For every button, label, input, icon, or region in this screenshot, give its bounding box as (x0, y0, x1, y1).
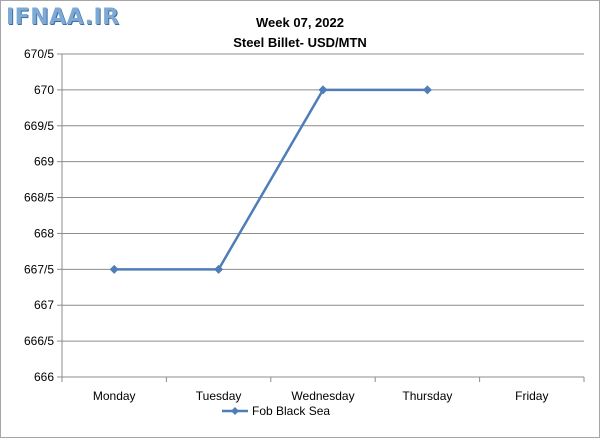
watermark-logo: IFNAA.IR (6, 5, 120, 30)
y-axis-tick-labels: 666 666/5 667 667/5 668 668/5 669 669/5 670 670/5 (24, 47, 54, 384)
data-point-marker (109, 264, 119, 274)
x-axis-tick-labels: Monday Tuesday Wednesday Thursday Friday (93, 389, 549, 403)
series-layer (109, 85, 432, 274)
y-tick-label: 669 (34, 155, 54, 169)
axes (57, 53, 585, 382)
y-tick-label: 668 (34, 226, 54, 240)
y-tick-label: 670/5 (24, 47, 54, 61)
data-point-marker (318, 85, 328, 95)
data-point-marker (422, 85, 432, 95)
y-tick-label: 668/5 (24, 191, 54, 205)
y-tick-label: 667 (34, 298, 54, 312)
x-tick-label: Thursday (402, 389, 452, 403)
legend-marker (231, 407, 239, 415)
x-tick-label: Friday (515, 389, 548, 403)
legend: Fob Black Sea (222, 404, 330, 418)
x-tick-label: Wednesday (291, 389, 354, 403)
x-tick-label: Monday (93, 389, 136, 403)
data-point-marker (214, 264, 224, 274)
chart-subtitle: Steel Billet- USD/MTN (233, 35, 367, 50)
chart-title: Week 07, 2022 (256, 15, 344, 30)
gridlines (62, 53, 584, 378)
y-tick-label: 669/5 (24, 119, 54, 133)
y-tick-label: 670 (34, 83, 54, 97)
legend-label: Fob Black Sea (252, 404, 330, 418)
y-tick-label: 666/5 (24, 334, 54, 348)
x-tick-label: Tuesday (196, 389, 242, 403)
y-tick-label: 667/5 (24, 262, 54, 276)
series-line (114, 88, 428, 271)
y-tick-label: 666 (34, 370, 54, 384)
